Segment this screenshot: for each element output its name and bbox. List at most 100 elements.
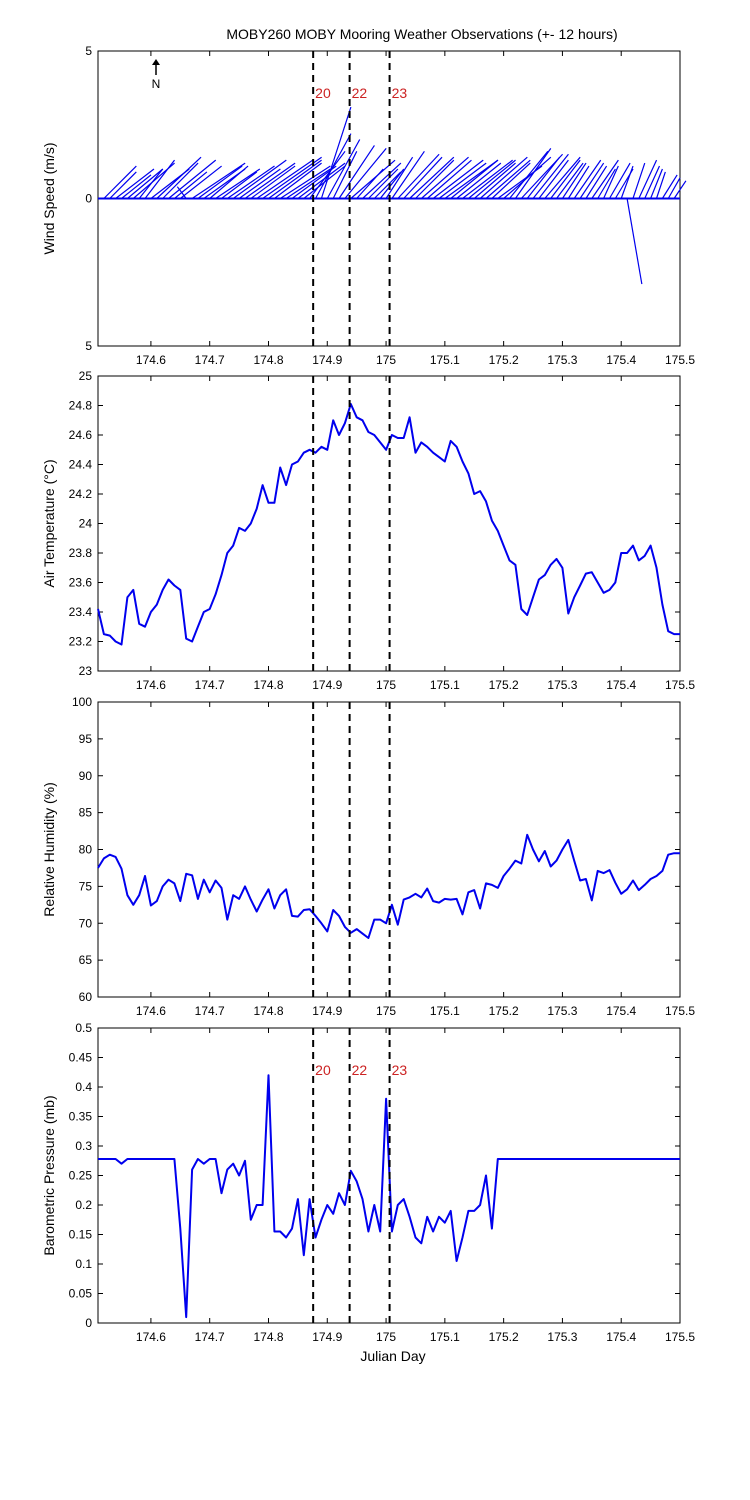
- wind-stick: [179, 165, 222, 199]
- wind-stick: [603, 165, 619, 199]
- wind-stick: [367, 168, 399, 199]
- x-tick-label: 174.7: [195, 353, 225, 367]
- wind-stick: [168, 159, 217, 199]
- wind-stick: [350, 159, 396, 199]
- wind-stick: [450, 159, 499, 199]
- x-tick-label: 174.6: [136, 1004, 166, 1018]
- wind-stick: [509, 150, 549, 199]
- x-tick-label: 175.4: [606, 1004, 636, 1018]
- x-tick-label: 175: [376, 678, 396, 692]
- x-tick-label: 175.5: [665, 678, 695, 692]
- y-tick-label: 23.4: [69, 605, 93, 619]
- hour-marker-label: 23: [392, 1062, 408, 1078]
- wind-stick: [432, 159, 484, 199]
- y-tick-label: 24.6: [69, 428, 93, 442]
- y-tick-label: 0.5: [75, 1021, 92, 1035]
- wind-stick: [403, 156, 443, 199]
- wind-stick: [215, 168, 261, 199]
- x-tick-label: 174.6: [136, 1330, 166, 1344]
- y-axis-label: Relative Humidity (%): [41, 782, 57, 917]
- wind-stick: [174, 171, 208, 199]
- wind-stick: [138, 168, 164, 199]
- hour-marker-label: 22: [352, 1062, 368, 1078]
- wind-stick: [573, 159, 602, 199]
- wind-stick: [156, 156, 202, 199]
- wind-stick: [673, 180, 687, 199]
- wind-stick: [567, 165, 590, 199]
- series-line: [97, 833, 680, 939]
- y-tick-label: 0.25: [69, 1169, 93, 1183]
- wind-stick: [526, 156, 561, 199]
- x-tick-label: 175: [376, 1330, 396, 1344]
- north-arrow-icon: [152, 59, 160, 75]
- y-tick-label: 24: [79, 517, 93, 531]
- y-tick-label: 0.3: [75, 1139, 92, 1153]
- y-tick-label: 24.8: [69, 399, 93, 413]
- wind-stick: [591, 159, 619, 199]
- wind-stick: [309, 150, 346, 199]
- chart-panel-1: 5 0 5 174.6 174.7 174.8 174.9 175 175.1 175.2 175.…: [41, 44, 695, 367]
- y-tick-label: 100: [72, 695, 92, 709]
- wind-stick: [456, 162, 502, 199]
- y-tick-label: 0.05: [69, 1287, 93, 1301]
- x-tick-label: 175.5: [665, 1330, 695, 1344]
- wind-stick: [326, 139, 361, 199]
- y-tick-label: 70: [79, 916, 93, 930]
- y-tick-label: 0.2: [75, 1198, 92, 1212]
- wind-stick: [250, 165, 296, 199]
- wind-stick: [626, 198, 643, 285]
- y-tick-label: 0.1: [75, 1257, 92, 1271]
- wind-stick: [338, 145, 375, 199]
- wind-stick: [115, 168, 155, 199]
- x-tick-label: 174.8: [253, 1004, 283, 1018]
- wind-stick: [503, 156, 552, 199]
- wind-stick: [344, 147, 387, 199]
- wind-stick: [409, 156, 455, 199]
- y-tick-label: 24.4: [69, 458, 93, 472]
- y-tick-label: 23: [79, 664, 93, 678]
- wind-stick: [238, 168, 281, 199]
- x-tick-label: 174.8: [253, 1330, 283, 1344]
- wind-stick: [121, 174, 152, 199]
- wind-stick: [632, 162, 646, 199]
- wind-stick: [426, 159, 472, 199]
- x-axis-label: Julian Day: [360, 1348, 425, 1364]
- wind-stick: [274, 162, 322, 199]
- x-tick-label: 174.9: [312, 1330, 342, 1344]
- wind-stick: [585, 165, 608, 199]
- x-tick-label: 175: [376, 1004, 396, 1018]
- wind-stick: [661, 174, 678, 199]
- y-tick-label: 90: [79, 769, 93, 783]
- wind-stick: [176, 186, 187, 199]
- y-axis-label: Air Temperature (°C): [41, 459, 57, 587]
- y-tick-label: 25: [79, 369, 93, 383]
- wind-stick: [561, 162, 587, 199]
- x-tick-label: 175.2: [489, 1330, 519, 1344]
- wind-stick: [608, 162, 631, 199]
- wind-stick: [291, 165, 337, 199]
- panels: 5 0 5 174.6 174.7 174.8 174.9 175 175.1 175.2 175.…: [41, 44, 695, 1344]
- wind-stick: [314, 133, 352, 199]
- y-axis-label: Wind Speed (m/s): [41, 142, 57, 254]
- chart-panel-4: 0 0.05 0.1 0.15 0.2 0.25 0.3 0.35 0.4 0.45 0.5 174.…: [41, 1021, 695, 1344]
- wind-stick: [415, 159, 455, 199]
- wind-stick: [262, 156, 322, 199]
- wind-stick: [620, 165, 634, 199]
- wind-stick: [556, 162, 584, 199]
- x-tick-label: 175.2: [489, 1004, 519, 1018]
- wind-stick: [650, 168, 663, 199]
- wind-stick: [373, 171, 402, 199]
- x-tick-label: 175.4: [606, 353, 636, 367]
- y-tick-label: 85: [79, 806, 93, 820]
- x-tick-label: 175.4: [606, 678, 636, 692]
- x-tick-label: 174.9: [312, 1004, 342, 1018]
- wind-stick: [191, 162, 246, 199]
- hour-marker-label: 20: [315, 85, 331, 101]
- wind-stick: [362, 162, 402, 199]
- wind-stick: [479, 156, 528, 199]
- wind-stick: [638, 159, 658, 199]
- wind-stick: [379, 168, 405, 199]
- wind-stick: [467, 159, 516, 199]
- wind-stick: [391, 150, 425, 199]
- hour-marker-label: 20: [315, 1062, 331, 1078]
